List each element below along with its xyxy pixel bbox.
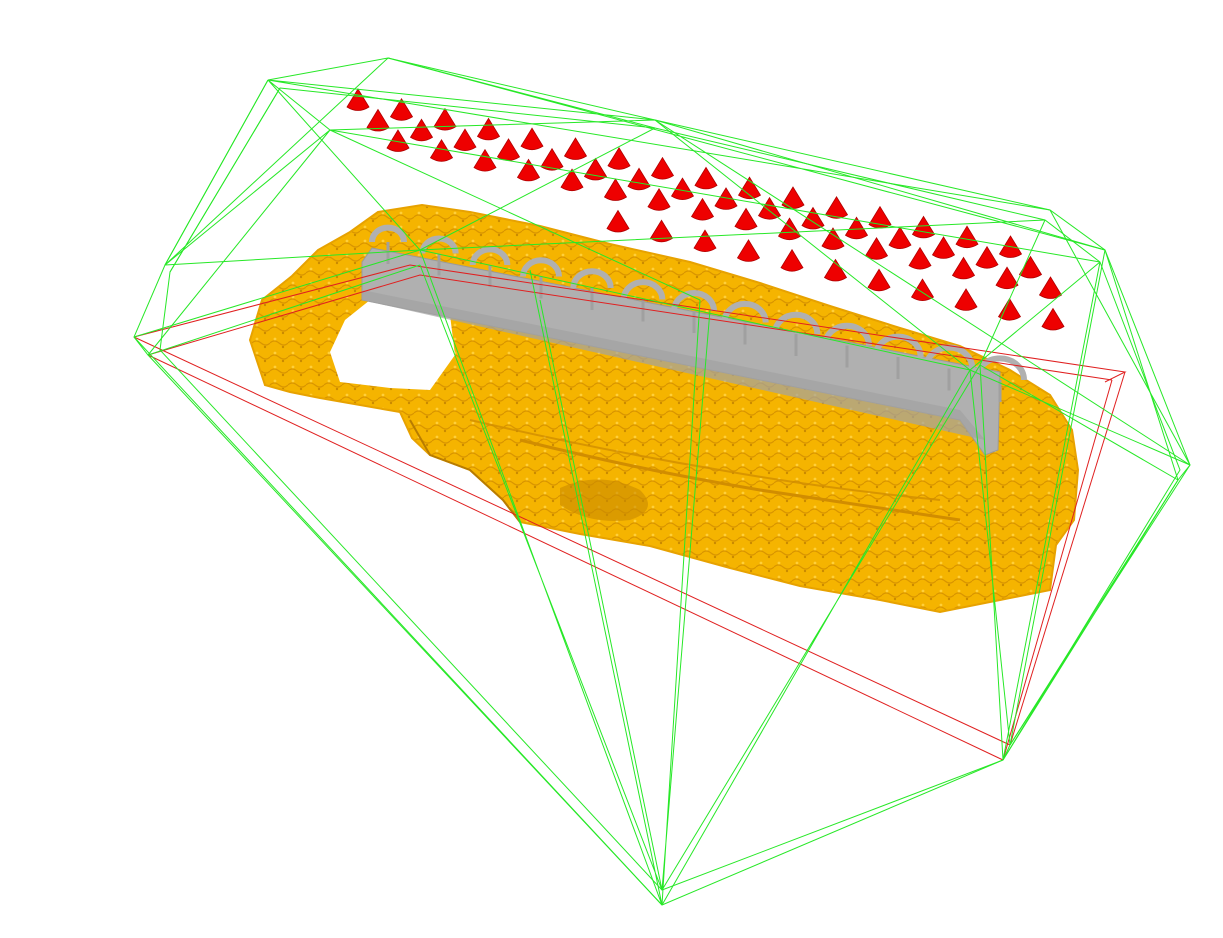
camera-cone-icon[interactable] [777,217,802,241]
hull-outline-2 [159,87,1181,891]
camera-cone-icon[interactable] [650,156,675,180]
camera-cone-icon[interactable] [844,216,869,240]
camera-cone-icon[interactable] [737,176,762,200]
camera-cone-icon[interactable] [757,196,782,220]
camera-cone-icon[interactable] [910,278,935,301]
bridge-arch [922,344,976,369]
camera-cone-icon[interactable] [823,258,848,282]
camera-cone-icon[interactable] [975,245,999,269]
bridge-arch [620,279,666,300]
camera-cone-icon[interactable] [954,288,978,311]
camera-cone-icon[interactable] [496,138,521,161]
camera-cone-icon[interactable] [409,118,434,142]
bbox-left-edge [133,336,1011,746]
camera-cone-icon[interactable] [429,139,454,162]
bridge-arch [570,268,614,289]
bbox-left-edge-2 [147,354,1004,761]
hull-edges-inner [164,57,1106,371]
convex-hull-wireframe[interactable] [133,57,1191,906]
camera-cone-icon[interactable] [693,229,717,252]
camera-cone-icon[interactable] [606,209,630,233]
camera-cone-icon[interactable] [516,158,541,182]
bbox-top-edge [133,264,1127,383]
camera-cone-icon[interactable] [997,297,1022,321]
camera-cone-icon[interactable] [473,148,497,172]
terrain-ridge [560,479,648,521]
bbox-right-edge [1009,371,1126,746]
camera-cone-icon[interactable] [627,167,651,191]
camera-cone-icon[interactable] [780,248,804,272]
bridge-structure[interactable] [361,224,1027,456]
camera-cone-icon[interactable] [734,207,758,231]
camera-cone-icon[interactable] [931,236,956,259]
camera-cone-icon[interactable] [690,197,715,221]
terrain-edge-detail [409,419,521,523]
camera-cone-icon[interactable] [386,129,410,152]
camera-cone-icon[interactable] [888,226,912,249]
camera-cone-icon[interactable] [995,266,1019,290]
bridge-deck-shadow [362,290,985,440]
camera-array[interactable] [346,88,1065,331]
camera-cone-icon[interactable] [714,187,738,210]
hull-edges-top [147,57,1191,481]
bridge-arch [872,333,924,358]
terrain-road-2 [469,419,941,501]
bridge-arch [973,355,1027,381]
camera-cone-icon[interactable] [911,215,936,239]
camera-cone-icon[interactable] [736,239,761,262]
bridge-arch [771,311,821,335]
camera-cone-icon[interactable] [366,108,390,132]
bridge-arch [721,300,769,323]
bbox-right-edge-2 [1002,379,1113,761]
camera-cone-icon[interactable] [801,206,825,230]
camera-cone-icon[interactable] [1038,276,1063,299]
bridge-arch [520,257,562,277]
camera-cone-icon[interactable] [1041,307,1065,331]
camera-cone-icon[interactable] [864,237,889,260]
camera-cone-icon[interactable] [955,225,979,249]
camera-cone-icon[interactable] [476,117,501,141]
camera-cone-icon[interactable] [951,256,976,280]
camera-cone-icon[interactable] [867,268,891,292]
bbox-top-edge-2 [147,274,1113,381]
camera-cone-icon[interactable] [670,177,695,200]
camera-cone-icon[interactable] [821,227,845,250]
bridge-arch [671,290,717,312]
camera-cone-icon[interactable] [607,147,631,170]
camera-cone-icon[interactable] [540,147,564,171]
camera-cone-icon[interactable] [453,128,477,151]
camera-cone-icon[interactable] [389,98,414,121]
camera-cone-icon[interactable] [781,186,805,209]
camera-cone-icon[interactable] [560,168,584,192]
camera-cone-icon[interactable] [1018,255,1043,279]
camera-cone-icon[interactable] [603,178,628,201]
camera-cone-icon[interactable] [346,88,370,111]
camera-cone-icon[interactable] [563,137,588,160]
bounding-box[interactable] [133,264,1127,761]
camera-cone-icon[interactable] [868,205,892,229]
camera-cone-icon[interactable] [908,246,932,270]
terrain-road [519,438,961,522]
hull-edges-sides [133,219,1191,906]
camera-cone-icon[interactable] [694,166,718,190]
camera-cone-icon[interactable] [647,188,671,211]
camera-cone-icon[interactable] [520,127,544,151]
bridge-arch [822,322,872,346]
bridge-arch [469,246,511,266]
bridge-arch [369,224,407,243]
terrain-hole [330,300,455,390]
